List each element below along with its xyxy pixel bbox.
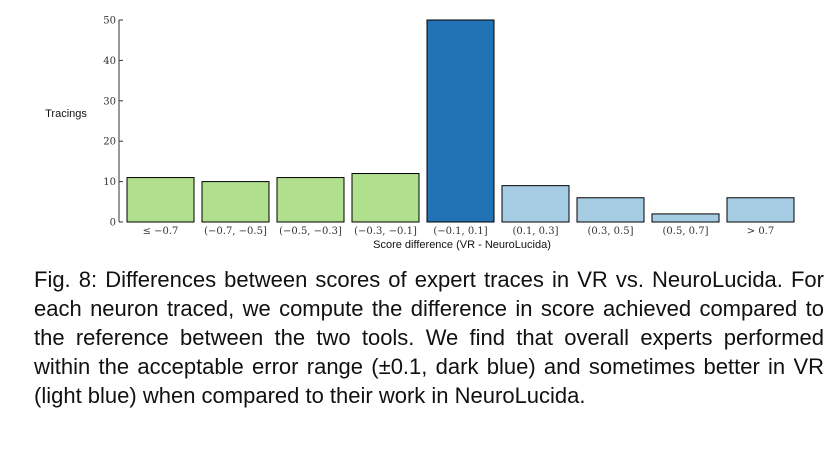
x-axis-ticks: ≤ −0.7 (−0.7, −0.5] (−0.5, −0.3] (−0.3, −0.… bbox=[143, 226, 775, 237]
x-tick-label: ≤ −0.7 bbox=[143, 226, 179, 237]
bar bbox=[651, 213, 720, 223]
x-tick-label: > 0.7 bbox=[747, 226, 774, 237]
y-tick-label: 50 bbox=[103, 16, 116, 27]
bar bbox=[501, 185, 570, 223]
x-tick-label: (0.3, 0.5] bbox=[588, 226, 634, 237]
y-tick-label: 20 bbox=[103, 137, 116, 148]
y-tick-label: 40 bbox=[103, 56, 116, 67]
y-tick-label: 10 bbox=[103, 177, 116, 188]
bar bbox=[726, 197, 795, 223]
bar bbox=[276, 177, 345, 223]
x-axis-label: Score difference (VR - NeuroLucida) bbox=[373, 239, 551, 251]
y-axis-ticks: 0 10 20 30 40 50 bbox=[103, 16, 123, 229]
x-tick-label: (−0.7, −0.5] bbox=[204, 226, 267, 237]
x-tick-label: (0.5, 0.7] bbox=[663, 226, 709, 237]
bar bbox=[201, 181, 270, 223]
x-tick-label: (−0.1, 0.1] bbox=[433, 226, 487, 237]
bar bbox=[126, 177, 195, 223]
figure-caption: Fig. 8: Differences between scores of ex… bbox=[34, 267, 824, 408]
bars bbox=[126, 19, 795, 223]
y-axis-label: Tracings bbox=[45, 108, 87, 120]
bar bbox=[351, 173, 420, 223]
bar bbox=[576, 197, 645, 223]
x-tick-label: (0.1, 0.3] bbox=[513, 226, 559, 237]
bar bbox=[426, 19, 495, 223]
x-tick-label: (−0.3, −0.1] bbox=[354, 226, 417, 237]
x-tick-label: (−0.5, −0.3] bbox=[279, 226, 342, 237]
y-tick-label: 30 bbox=[103, 96, 116, 107]
y-tick-label: 0 bbox=[110, 218, 116, 229]
bar-chart: 0 10 20 30 40 50 ≤ −0.7 (−0.7, −0.5] (−0.5, −0.… bbox=[45, 16, 795, 251]
